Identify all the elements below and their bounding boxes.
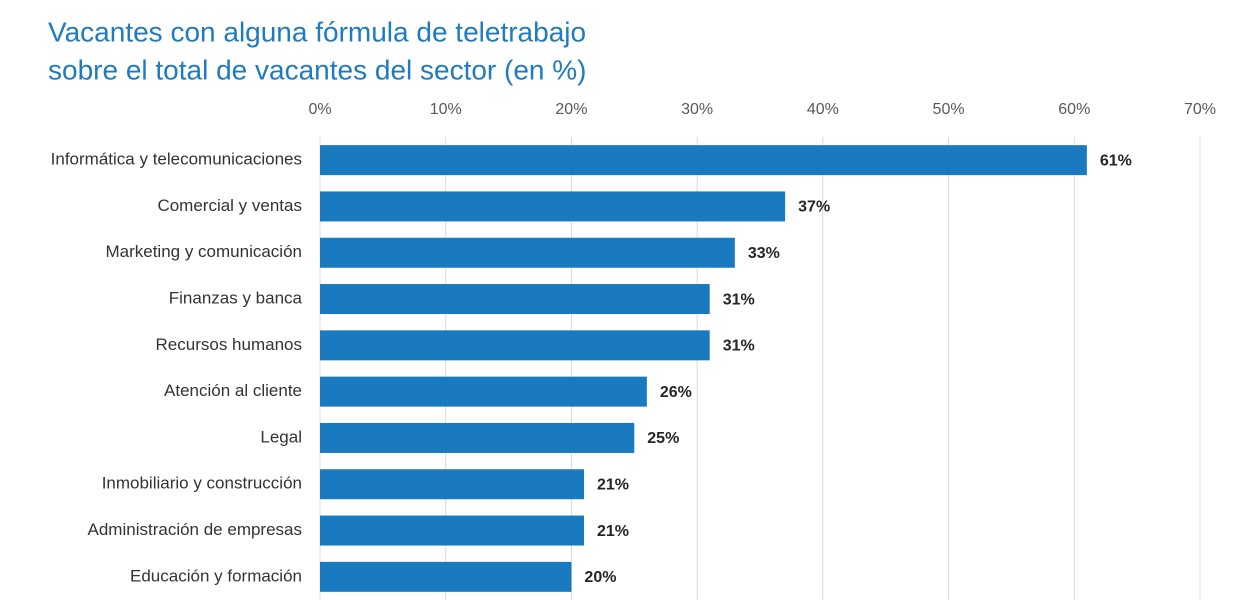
bar — [320, 561, 572, 592]
x-tick-label: 50% — [933, 101, 965, 118]
x-tick-label: 30% — [681, 101, 713, 118]
x-tick-label: 20% — [555, 101, 587, 118]
value-label: 61% — [1100, 152, 1132, 169]
value-label: 31% — [723, 291, 755, 308]
value-label: 21% — [597, 476, 629, 493]
category-label: Recursos humanos — [156, 335, 302, 354]
category-label: Finanzas y banca — [169, 289, 303, 308]
category-label: Legal — [260, 427, 302, 446]
x-tick-label: 40% — [807, 101, 839, 118]
category-label: Atención al cliente — [164, 381, 302, 400]
bar — [320, 515, 584, 546]
value-label: 33% — [748, 245, 780, 262]
bar — [320, 145, 1087, 176]
category-label: Informática y telecomunicaciones — [51, 150, 302, 169]
x-tick-label: 10% — [430, 101, 462, 118]
category-label: Marketing y comunicación — [105, 242, 302, 261]
category-label: Inmobiliario y construcción — [102, 474, 302, 493]
category-label: Educación y formación — [130, 566, 302, 585]
category-label: Comercial y ventas — [157, 196, 302, 215]
x-tick-label: 0% — [308, 101, 331, 118]
value-label: 26% — [660, 384, 692, 401]
bar — [320, 422, 635, 453]
x-tick-label: 60% — [1058, 101, 1090, 118]
value-label: 25% — [647, 430, 679, 447]
value-label: 31% — [723, 338, 755, 355]
chart-title: Vacantes con alguna fórmula de teletraba… — [48, 16, 586, 47]
x-tick-label: 70% — [1184, 101, 1216, 118]
bar — [320, 237, 735, 268]
category-label: Administración de empresas — [88, 520, 302, 539]
value-label: 37% — [798, 199, 830, 216]
bar — [320, 191, 786, 222]
bar — [320, 376, 647, 407]
value-label: 20% — [584, 569, 616, 586]
chart-title: sobre el total de vacantes del sector (e… — [48, 54, 587, 85]
bar — [320, 284, 710, 315]
bar — [320, 330, 710, 361]
value-label: 21% — [597, 523, 629, 540]
bar — [320, 469, 584, 500]
